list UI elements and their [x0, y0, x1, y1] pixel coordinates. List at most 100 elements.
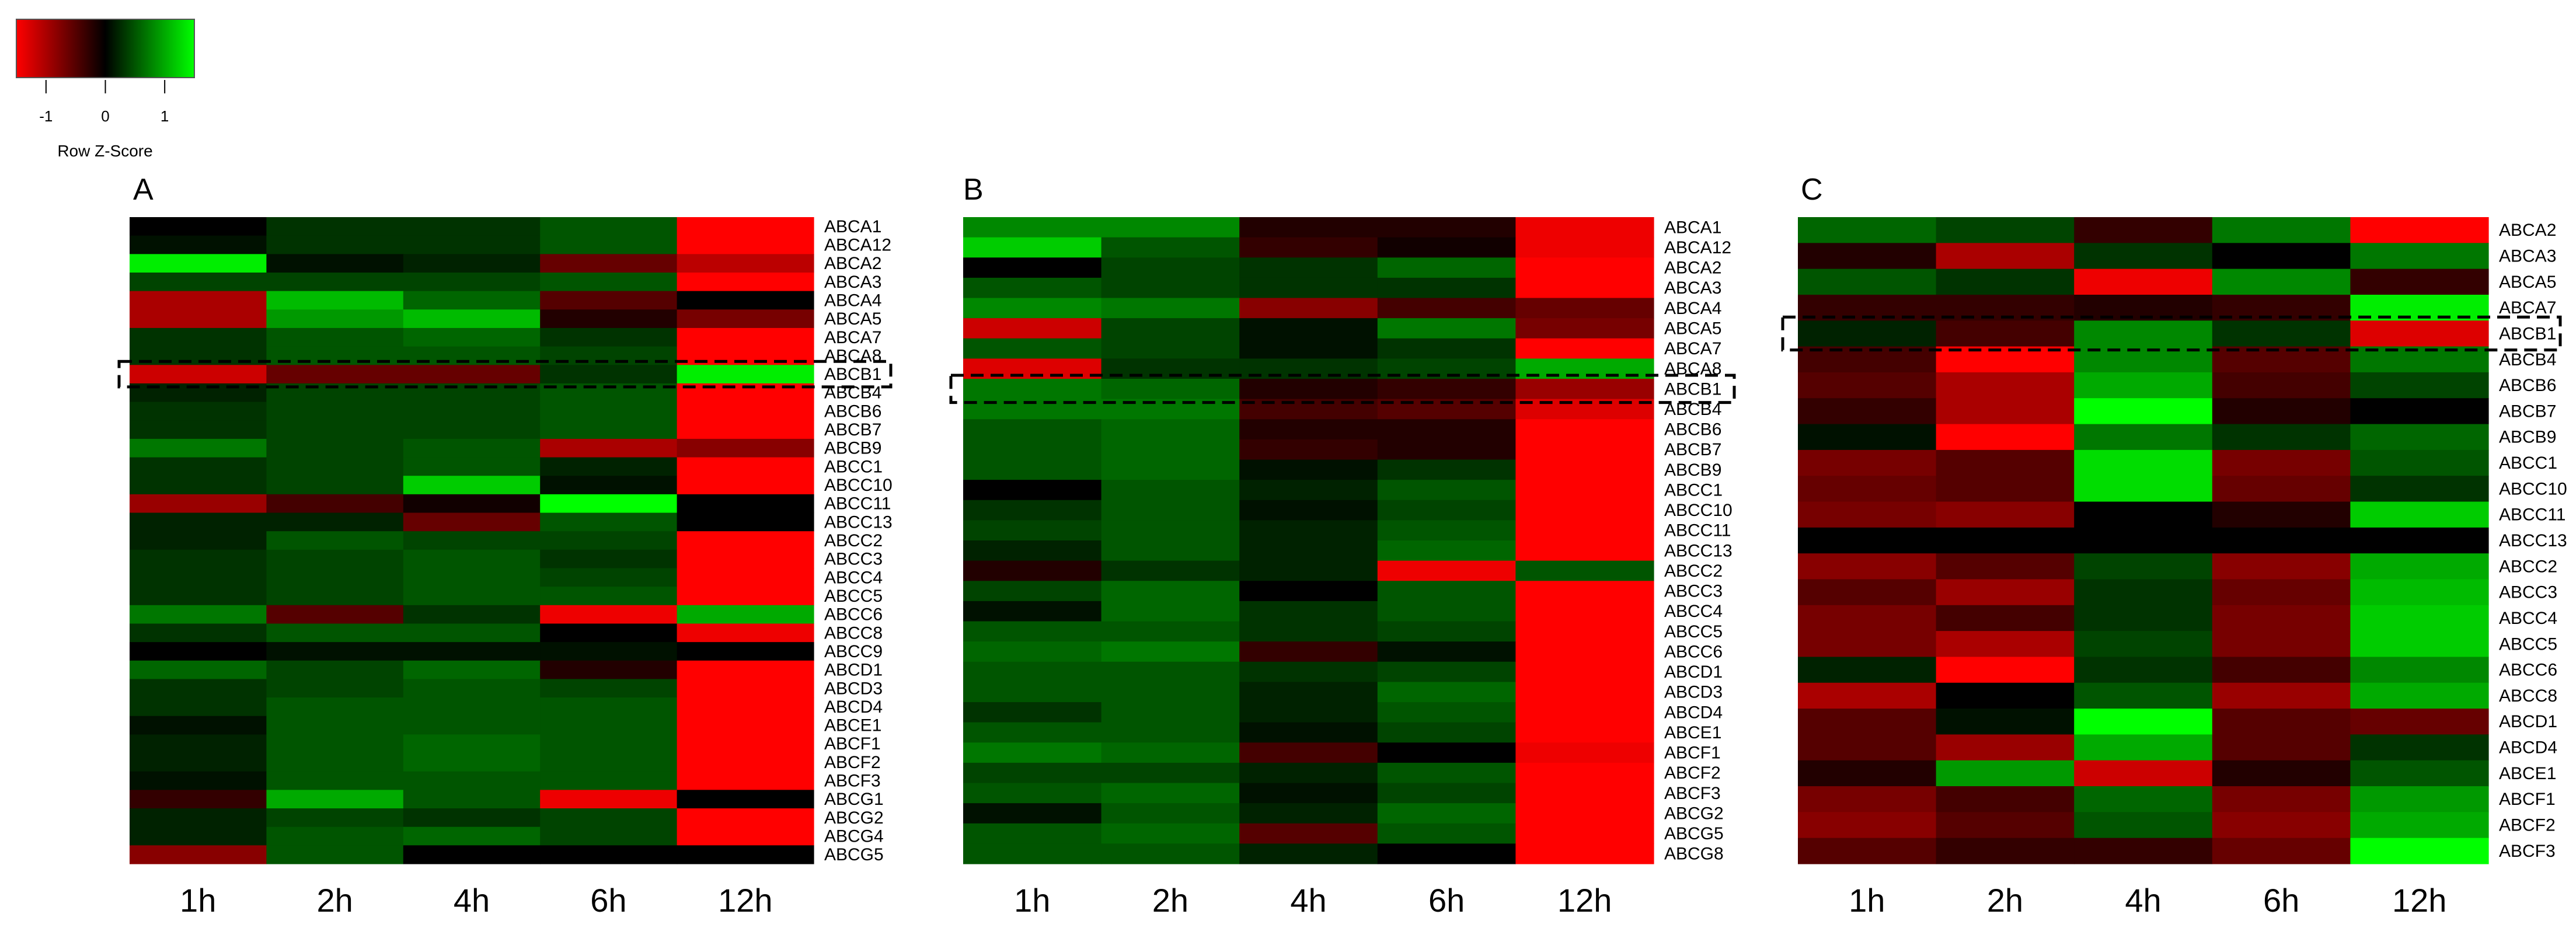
heatmap-cell: [540, 512, 678, 532]
heatmap-cell: [1515, 237, 1654, 258]
heatmap-cell: [266, 494, 404, 514]
heatmap-cell: [1798, 398, 1937, 425]
heatmap-cell: [1101, 540, 1240, 561]
heatmap-cell: [2350, 501, 2489, 528]
heatmap-cell: [2212, 217, 2351, 243]
heatmap-cell: [1101, 480, 1240, 501]
heatmap-cell: [130, 402, 267, 421]
heatmap-cell: [963, 277, 1102, 299]
heatmap-cell: [677, 512, 814, 532]
heatmap-cell: [677, 365, 814, 384]
heatmap-cell: [540, 568, 678, 587]
heatmap-cell: [1798, 812, 1937, 839]
row-label: ABCC11: [824, 494, 891, 514]
heatmap-cell: [2074, 734, 2213, 761]
heatmap-cell: [2350, 243, 2489, 270]
heatmap-cell: [1239, 318, 1378, 339]
heatmap-cell: [1239, 762, 1378, 784]
heatmap-cell: [677, 771, 814, 790]
heatmap-cell: [1101, 762, 1240, 784]
heatmap-cell: [1239, 500, 1378, 521]
row-label: ABCB1: [824, 365, 881, 384]
heatmap-cell: [1101, 560, 1240, 581]
heatmap-cell: [2350, 217, 2489, 243]
column-label: 4h: [1290, 882, 1326, 919]
heatmap-cell: [1515, 803, 1654, 824]
heatmap-cell: [130, 512, 267, 532]
heatmap-cell: [1239, 742, 1378, 763]
color-key-title: Row Z-Score: [57, 142, 152, 160]
heatmap-cell: [1377, 722, 1516, 743]
heatmap-cell: [403, 697, 541, 717]
heatmap-cell: [266, 826, 404, 846]
heatmap-cell: [1101, 318, 1240, 339]
heatmap-cell: [2212, 372, 2351, 399]
heatmap-cell: [677, 605, 814, 625]
heatmap-cell: [1798, 243, 1937, 270]
row-label: ABCD4: [2499, 738, 2557, 758]
heatmap-cell: [1239, 803, 1378, 824]
column-label: 4h: [2125, 882, 2161, 919]
heatmap-cell: [266, 679, 404, 698]
heatmap-cell: [2350, 734, 2489, 761]
heatmap-cell: [963, 581, 1102, 602]
heatmap-cell: [1936, 734, 2075, 761]
heatmap-cell: [677, 623, 814, 643]
heatmap-cell: [1798, 760, 1937, 787]
column-label: 2h: [1987, 882, 2023, 919]
heatmap-cell: [266, 716, 404, 735]
heatmap-cell: [1798, 217, 1937, 243]
heatmap-cell: [130, 771, 267, 790]
heatmap-cell: [1239, 581, 1378, 602]
heatmap-cell: [266, 642, 404, 661]
heatmap-cell: [1239, 621, 1378, 642]
heatmap-cell: [1101, 702, 1240, 723]
heatmap-cell: [2350, 398, 2489, 425]
heatmap-cell: [1239, 641, 1378, 662]
panel-label: B: [963, 173, 984, 207]
row-label: ABCB4: [1664, 400, 1721, 419]
heatmap-cell: [1377, 419, 1516, 440]
row-labels: ABCA2 ABCA3 ABCA5 ABCA7 ABCB1 ABCB4 ABCB6 ABCB7…: [2499, 221, 2567, 861]
heatmap-cell: [1101, 682, 1240, 703]
heatmap-cell: [1377, 298, 1516, 319]
row-label: ABCC13: [1664, 541, 1733, 560]
heatmap-cell: [1101, 722, 1240, 743]
heatmap-cell: [963, 318, 1102, 339]
heatmap-cell: [963, 419, 1102, 440]
heatmap-cell: [677, 808, 814, 828]
heatmap-cell: [403, 642, 541, 661]
heatmap-cell: [1239, 702, 1378, 723]
heatmap-cell: [540, 549, 678, 569]
row-label: ABCA1: [824, 217, 881, 236]
heatmap-cell: [2212, 657, 2351, 683]
heatmap-cell: [266, 402, 404, 421]
heatmap-cell: [540, 309, 678, 329]
color-key-legend: -1 0 1 Row Z-Score: [16, 19, 195, 160]
heatmap-cell: [1936, 243, 2075, 270]
heatmap-cell: [677, 568, 814, 587]
heatmap-cell: [677, 217, 814, 236]
heatmap-cell: [266, 272, 404, 292]
heatmap-cell: [130, 438, 267, 458]
heatmap-cell: [677, 494, 814, 514]
row-label: ABCC5: [824, 587, 883, 606]
row-label: ABCC4: [1664, 602, 1723, 621]
heatmap-cell: [1936, 424, 2075, 451]
heatmap-cell: [1101, 419, 1240, 440]
heatmap-cell: [1101, 843, 1240, 864]
row-label: ABCB9: [824, 439, 881, 458]
row-label: ABCG4: [824, 827, 884, 846]
heatmap-cell: [677, 734, 814, 753]
row-label: ABCB9: [2499, 428, 2556, 447]
heatmap-cell: [1377, 702, 1516, 723]
row-label: ABCA2: [2499, 221, 2556, 240]
heatmap-cells: [963, 217, 1654, 864]
row-label: ABCC10: [1664, 501, 1733, 520]
heatmap-cell: [2074, 760, 2213, 787]
heatmap-cell: [1515, 298, 1654, 319]
heatmap-cell: [2074, 553, 2213, 580]
heatmap-cell: [403, 826, 541, 846]
heatmap-cell: [2212, 734, 2351, 761]
heatmap-cell: [403, 790, 541, 809]
